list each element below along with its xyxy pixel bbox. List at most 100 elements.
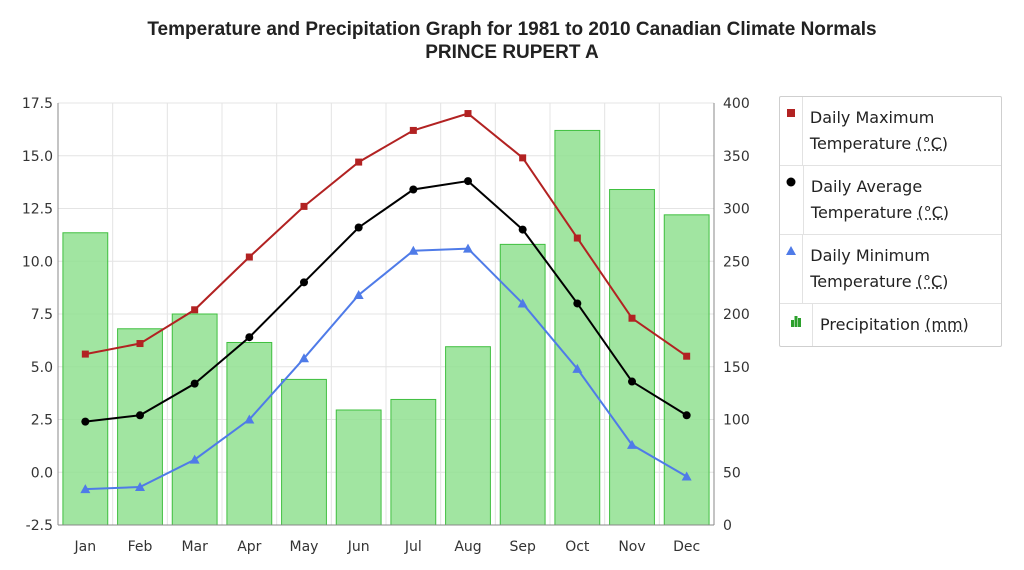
legend: Daily Maximum Temperature (°C) Daily Ave… [779,96,1002,347]
max-temp-point [628,314,636,322]
x-axis-tick-label: Jan [74,539,97,555]
left-axis-tick-label: 12.5 [22,202,53,218]
legend-unit: (°C) [916,134,948,153]
legend-label: Precipitation [820,315,921,334]
legend-unit: (°C) [917,203,950,222]
legend-item-max[interactable]: Daily Maximum Temperature (°C) [780,97,1001,166]
x-axis-tick-label: Jun [347,539,370,555]
x-axis-tick-label: Sep [509,539,536,555]
avg-temp-point [300,278,308,287]
right-axis-tick-label: 0 [723,518,732,534]
max-temp-point [245,253,253,261]
min-temp-point [80,484,91,494]
avg-temp-point [245,333,254,342]
legend-marker-triangle-icon [780,235,804,303]
legend-marker-bar-icon [780,304,813,346]
chart-title: Temperature and Precipitation Graph for … [0,18,1024,64]
left-axis-tick-label: 7.5 [31,307,53,323]
precipitation-bar [171,313,218,526]
precipitation-bars [62,129,710,526]
precipitation-bar [62,232,109,526]
left-axis-tick-label: 17.5 [22,96,53,112]
precipitation-bar [335,409,382,526]
legend-label: Daily Minimum Temperature [810,246,930,291]
right-axis-tick-label: 100 [723,413,750,429]
x-axis-tick-label: May [290,539,319,555]
axes: -2.5 0.0 2.5 5.0 7.5 10.0 12.5 15.0 17.5 0 50 100 15… [22,96,750,555]
right-axis-tick-label: 300 [723,202,750,218]
precipitation-bar [609,189,655,526]
left-axis-tick-label: -2.5 [26,518,53,534]
left-axis-tick-label: 0.0 [31,465,53,481]
legend-label: Daily Maximum Temperature [809,108,935,153]
x-axis-tick-label: Dec [673,539,700,555]
x-axis-tick-label: Mar [181,539,208,555]
series-line [85,180,688,423]
left-axis-tick-label: 10.0 [22,254,53,270]
right-axis-tick-label: 400 [723,96,750,112]
right-axis-tick-label: 350 [723,149,750,165]
avg-temp-point [81,417,90,426]
x-axis-tick-label: Nov [618,539,645,555]
precipitation-bar [117,328,163,526]
precipitation-bar [390,398,437,526]
avg-temp-point [518,225,527,234]
right-axis-tick-label: 250 [723,254,750,270]
left-axis-tick-label: 2.5 [31,413,53,429]
max-temp-point [300,202,308,210]
legend-item-precipitation[interactable]: Precipitation (mm) [780,304,1001,346]
series-line [85,247,688,491]
avg-temp-point [409,185,418,194]
legend-item-average[interactable]: Daily Average Temperature (°C) [780,166,1001,235]
avg-temp-point [190,379,199,388]
right-axis-tick-label: 150 [723,360,750,376]
precipitation-bar [554,129,601,526]
avg-temp-point [628,377,636,386]
legend-item-min[interactable]: Daily Minimum Temperature (°C) [780,235,1001,304]
max-temp-point [409,126,417,134]
max-temp-point [573,234,581,242]
left-axis-tick-label: 5.0 [31,360,53,376]
legend-label: Daily Average Temperature [810,177,923,222]
chart-title-station: PRINCE RUPERT A [425,42,599,63]
right-axis-tick-label: 50 [723,465,741,481]
min-temp-point [135,482,145,492]
right-axis-tick-label: 200 [723,307,750,323]
min-temp-point [572,363,583,373]
min-temp-point [627,439,637,449]
series-line [85,112,688,358]
max-temp-point [136,340,144,348]
min-temp-point [299,353,309,363]
chart-title-line1: Temperature and Precipitation Graph for … [147,19,877,40]
avg-temp-point [682,411,691,420]
max-temp-point [519,154,527,162]
x-axis-tick-label: Feb [128,539,153,555]
min-temp-point [353,290,364,300]
max-temp-point [81,350,89,358]
avg-temp-point [354,223,363,232]
avg-temp-point [573,299,582,308]
min-temp-point [244,414,255,424]
min-temp-point [517,298,528,308]
legend-marker-circle-icon [780,166,804,234]
max-temp-point [464,110,472,118]
min-temp-point [681,471,692,481]
x-axis-tick-label: Jul [404,539,422,555]
x-axis-tick-label: Oct [565,539,590,555]
avg-temp-point [464,177,472,186]
x-axis-tick-label: Apr [237,539,261,555]
min-temp-point [189,454,200,464]
min-temp-point [408,245,419,255]
precipitation-bar [281,378,327,526]
legend-marker-square-icon [780,97,803,165]
precipitation-bar [226,341,273,526]
max-temp-point [683,352,691,360]
legend-unit: (°C) [916,272,949,291]
avg-temp-point [136,411,144,420]
x-axis-tick-label: Aug [454,539,481,555]
max-temp-point [191,306,199,314]
precipitation-bar [445,346,491,526]
temperature-lines [80,110,692,494]
left-axis-tick-label: 15.0 [22,149,53,165]
